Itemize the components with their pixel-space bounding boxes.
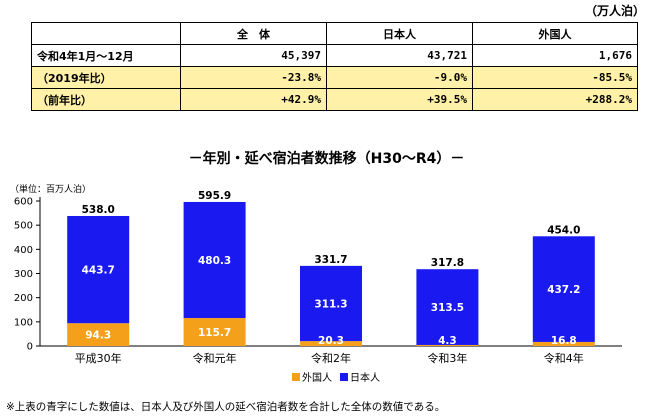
bar-japanese [532,236,595,342]
chart-title: －年別・延べ宿泊者数推移（H30～R4）－ [188,151,465,167]
cell-japanese: 43,721 [325,44,473,67]
table-row-vs-2019: （2019年比） -23.8% -9.0% -85.5% [31,66,639,89]
cell-total: -23.8% [180,66,327,89]
cell-japanese: +39.5% [325,88,473,111]
bar-japanese [416,269,479,345]
y-tick-label: 100 [14,317,33,328]
data-label-foreign: 20.3 [318,335,344,347]
x-tick-label: 令和4年 [544,351,584,365]
table-row-vs-prev-year: （前年比） +42.9% +39.5% +288.2% [31,88,639,111]
data-label-foreign: 16.8 [551,335,577,347]
table-header-blank [31,22,181,45]
bar-japanese [67,215,130,324]
y-tick-label: 600 [14,197,33,208]
data-label-total: 595.9 [198,190,231,202]
footnote: ※上表の青字にした数値は、日本人及び外国人の延べ宿泊者数を合計した全体の数値であ… [6,401,446,413]
legend-swatch-japanese [340,373,348,381]
bar-foreign [183,318,246,346]
y-tick-label: 0 [27,342,33,353]
data-label-total: 331.7 [314,254,347,266]
legend-label-japanese: 日本人 [350,371,380,384]
data-label-foreign: 4.3 [438,335,457,347]
data-label-total: 538.0 [82,204,115,216]
data-label-japanese: 311.3 [314,298,347,310]
chart-unit-label: （単位：百万人泊） [10,185,92,195]
bar-foreign [67,323,130,346]
x-tick-label: 令和2年 [311,351,351,365]
y-tick-label: 500 [14,221,33,232]
y-tick-label: 200 [14,293,33,304]
y-tick-label: 300 [14,269,33,280]
cell-total: +42.9% [180,88,327,111]
data-label-japanese: 313.5 [431,302,464,314]
x-tick-label: 令和3年 [427,351,467,365]
data-label-total: 454.0 [547,224,580,236]
data-label-japanese: 443.7 [82,265,115,277]
bar-japanese [183,201,246,319]
table-header-total: 全 体 [180,22,327,45]
data-label-japanese: 480.3 [198,255,231,267]
data-label-foreign: 94.3 [85,330,111,342]
table-header-japanese: 日本人 [325,22,473,45]
row-label: （前年比） [31,88,181,111]
x-tick-label: 令和元年 [193,351,237,365]
table-header-row: 全 体 日本人 外国人 [31,22,639,45]
summary-table: 全 体 日本人 外国人 令和4年1月～12月 45,397 43,721 1,6… [31,22,639,111]
x-tick-label: 平成30年 [75,351,122,365]
y-tick-label: 400 [14,245,33,256]
bar-japanese [300,265,362,342]
row-label: （2019年比） [31,66,181,89]
data-label-foreign: 115.7 [198,327,231,339]
table-row-period: 令和4年1月～12月 45,397 43,721 1,676 [31,44,639,67]
bar-foreign [300,341,362,346]
table-unit-label: （万人泊） [584,4,645,18]
cell-japanese: -9.0% [325,66,473,89]
bar-foreign [532,341,595,346]
data-label-total: 317.8 [431,257,464,269]
data-label-japanese: 437.2 [547,284,580,296]
cell-foreign: +288.2% [471,88,639,111]
legend-label-foreign: 外国人 [302,372,332,384]
bar-foreign [416,344,479,346]
legend-swatch-foreign [292,373,300,381]
cell-foreign: -85.5% [471,66,639,89]
